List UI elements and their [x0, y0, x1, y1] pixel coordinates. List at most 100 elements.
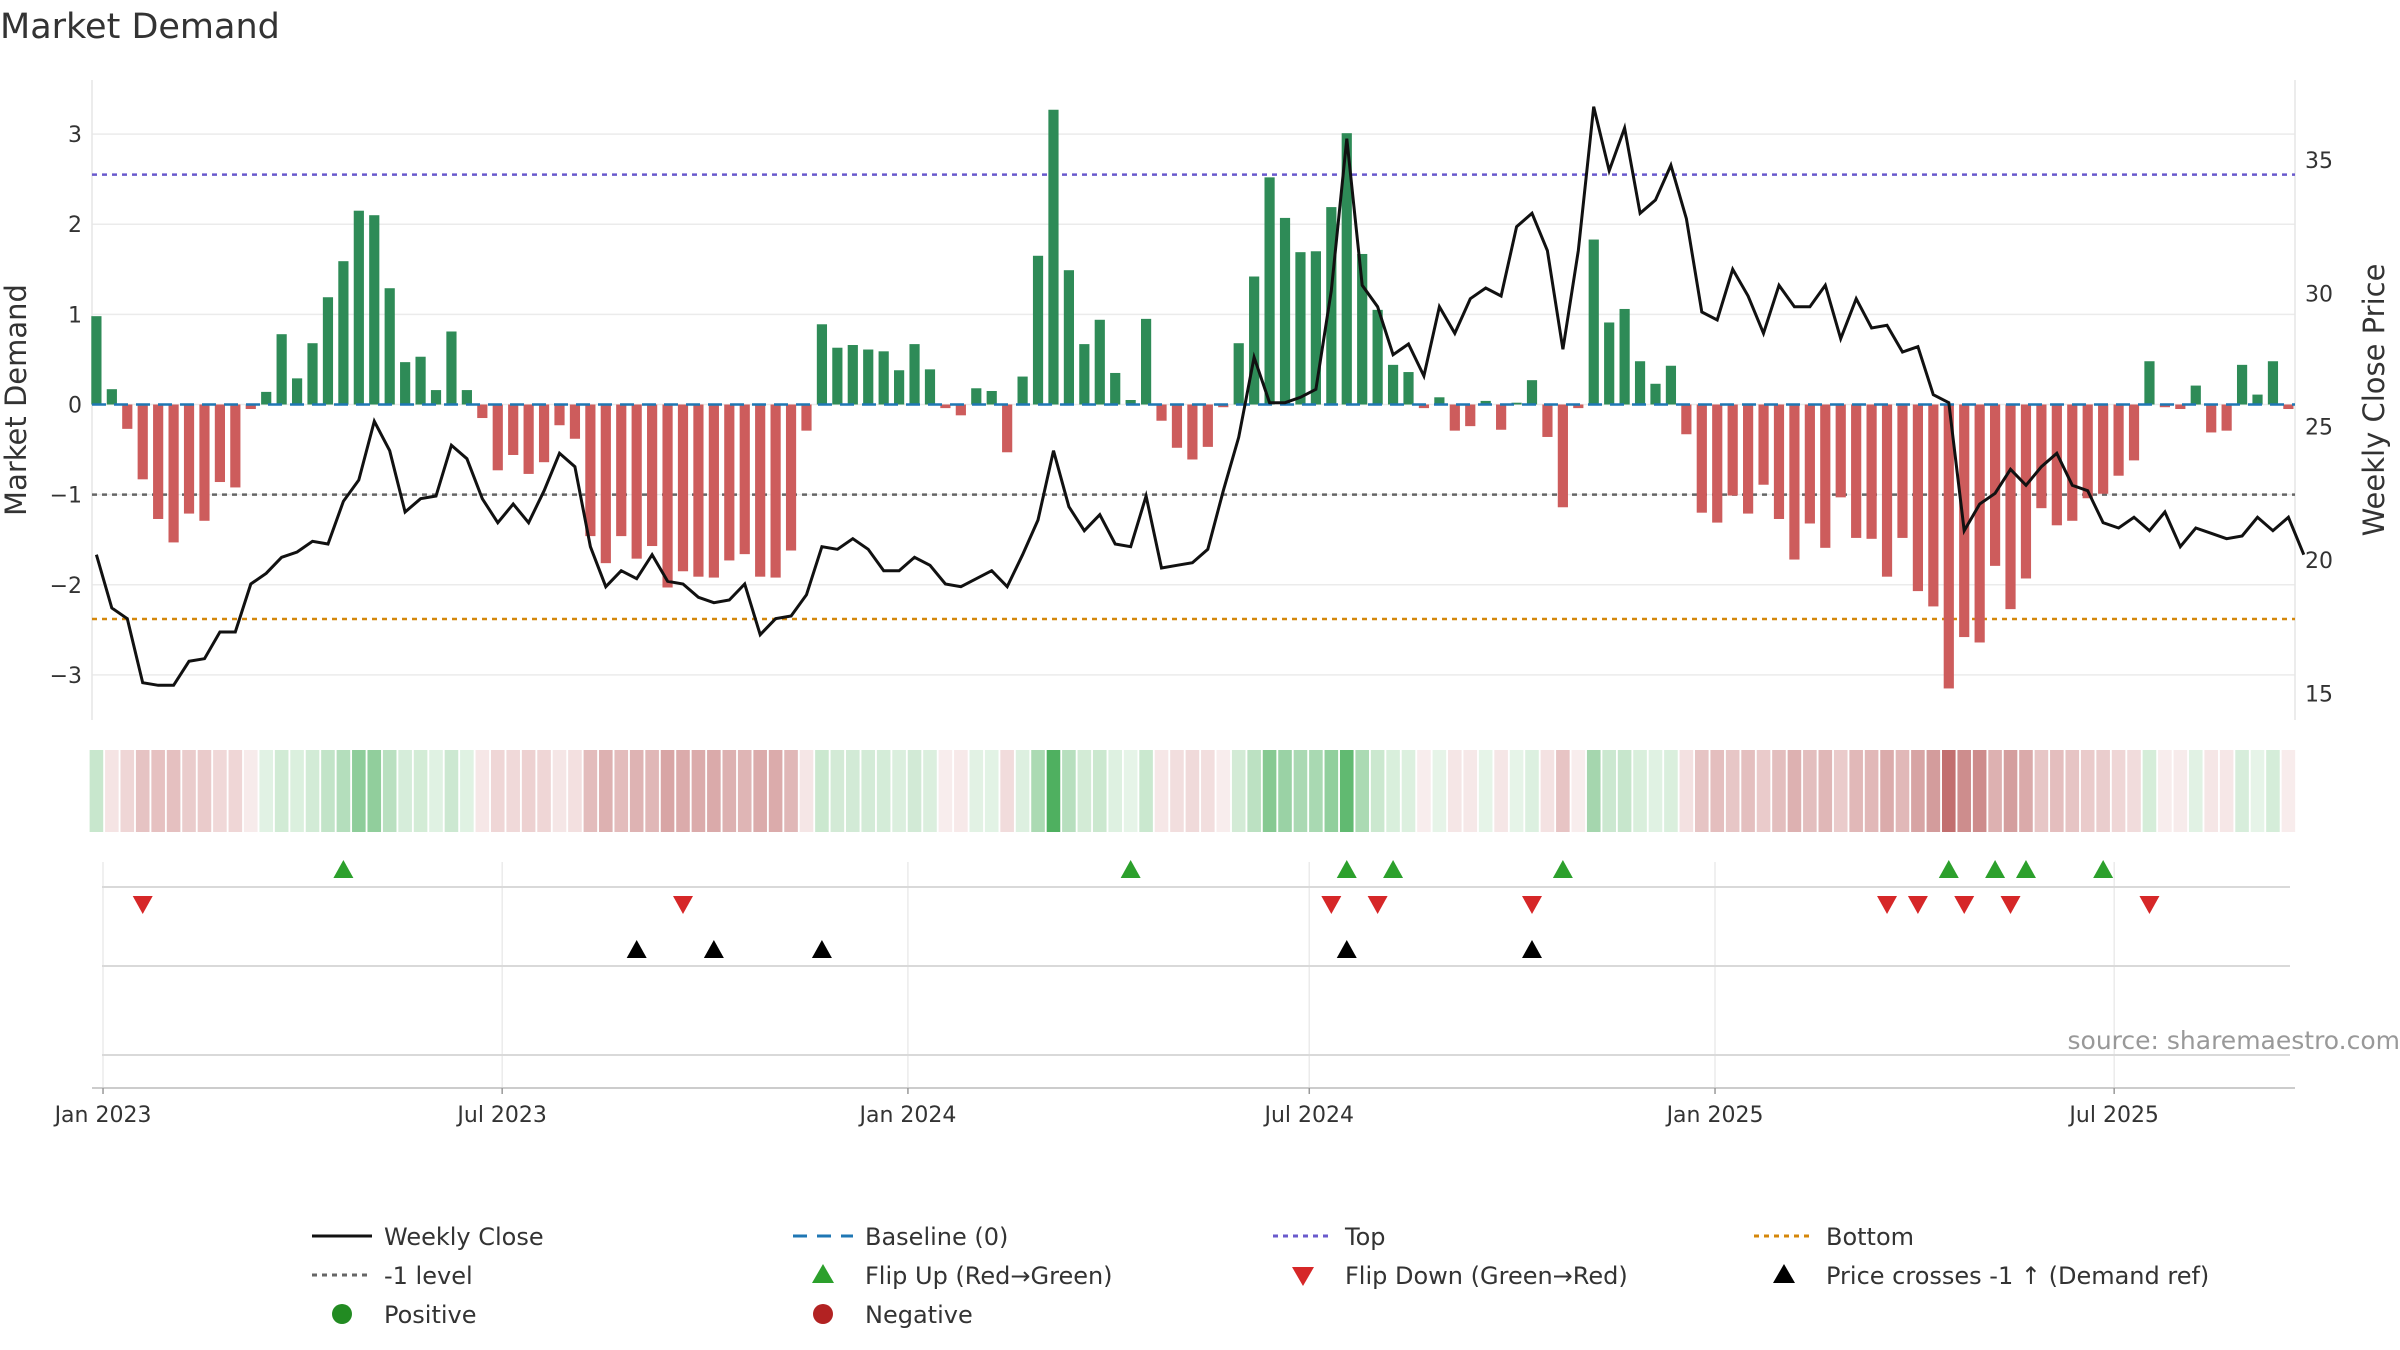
positive-bar	[894, 370, 905, 405]
negative-bar	[1449, 404, 1460, 431]
strip-cell	[382, 750, 397, 832]
flip-up-marker	[333, 860, 354, 878]
strip-cell	[1972, 750, 1987, 832]
negative-bar	[1712, 404, 1723, 523]
negative-bar	[1989, 404, 2001, 566]
strip-cell	[352, 750, 366, 832]
strip-cell	[691, 750, 706, 832]
strip-cell	[1216, 750, 1231, 832]
positive-bar	[863, 349, 874, 405]
strip-cell	[521, 750, 536, 832]
strip-cell	[1185, 750, 1200, 832]
positive-bar	[1310, 251, 1321, 405]
strip-cell	[2142, 750, 2157, 832]
negative-bar	[1835, 404, 1846, 498]
strip-cell	[2188, 750, 2203, 832]
negative-bar	[1773, 404, 1785, 519]
strip-cell	[1602, 750, 1616, 832]
strip-cell	[1278, 750, 1292, 832]
negative-bar	[523, 404, 534, 474]
strip-cell	[398, 750, 412, 832]
positive-bar	[1125, 400, 1136, 405]
price-cross-marker	[811, 940, 832, 958]
strip-cell	[1679, 750, 1694, 832]
positive-bar	[878, 351, 889, 405]
strip-cell	[506, 750, 520, 832]
positive-bar	[1094, 319, 1105, 405]
negative-bar	[2005, 404, 2016, 610]
negative-bar	[2098, 404, 2109, 494]
strip-cell	[2034, 750, 2049, 832]
legend-swatch-price-cross	[1773, 1264, 1795, 1283]
strip-cell	[1756, 750, 1771, 832]
left-tick-label: 0	[68, 394, 82, 419]
right-tick-label: 25	[2305, 416, 2333, 441]
flip-down-marker	[2000, 896, 2021, 914]
strip-cell	[166, 750, 181, 832]
strip-cell	[367, 750, 382, 832]
strip-cell	[2158, 750, 2172, 832]
legend: Weekly Close Baseline (0) Top Bottom -1 leve…	[312, 1223, 2209, 1329]
strip-cell	[645, 750, 659, 832]
negative-bar	[1820, 404, 1831, 548]
positive-bar	[1295, 252, 1306, 405]
negative-bar	[2020, 404, 2032, 579]
negative-bar	[153, 404, 164, 519]
strip-cell	[552, 750, 567, 832]
right-tick-label: 35	[2305, 149, 2333, 174]
strip-cell	[1417, 750, 1431, 832]
negative-bar	[1542, 404, 1553, 437]
positive-bar	[461, 390, 472, 405]
strip-cell	[460, 750, 474, 832]
strip-cell	[799, 750, 814, 832]
negative-bar	[168, 404, 179, 543]
positive-bar	[1032, 255, 1044, 405]
strip-cell	[413, 750, 428, 832]
reference-lines	[92, 173, 2295, 621]
positive-bar	[1264, 177, 1275, 405]
negative-bar	[569, 404, 581, 439]
right-axis-label: Weekly Close Price	[2357, 264, 2391, 537]
strip-cell	[1154, 750, 1169, 832]
strip-cell	[336, 750, 351, 832]
strip-cell	[1941, 750, 1956, 832]
price-cross-marker	[1521, 940, 1542, 958]
positive-bar	[971, 388, 982, 405]
negative-bar	[693, 404, 704, 577]
negative-bar	[492, 404, 503, 471]
legend-swatch-positive	[332, 1304, 352, 1324]
demand-bars	[91, 109, 2294, 689]
strip-cell	[1509, 750, 1524, 832]
strip-cell	[676, 750, 690, 832]
strip-cell	[2204, 750, 2218, 832]
strip-cell	[2250, 750, 2265, 832]
strip-cell	[135, 750, 150, 832]
negative-bar	[755, 404, 766, 577]
positive-bar	[1048, 109, 1059, 405]
strip-cell	[213, 750, 227, 832]
strip-cell	[892, 750, 906, 832]
negative-bar	[1187, 404, 1198, 460]
right-tick-label: 20	[2305, 549, 2333, 574]
flip-up-marker	[1383, 860, 1404, 878]
strip-cell	[2003, 750, 2018, 832]
negative-bar	[2082, 404, 2093, 499]
strip-cell	[2173, 750, 2188, 832]
negative-bar	[1573, 404, 1584, 409]
legend-label-flip-down: Flip Down (Green→Red)	[1345, 1262, 1628, 1290]
negative-bar	[585, 404, 596, 537]
x-tick-label: Jul 2024	[1263, 1103, 1355, 1128]
negative-bar	[2283, 404, 2294, 410]
strip-cell	[876, 750, 891, 832]
strip-cell	[1617, 750, 1632, 832]
negative-bar	[940, 404, 951, 409]
negative-bar	[662, 404, 673, 588]
strip-cell	[105, 750, 119, 832]
strip-cell	[1046, 750, 1061, 832]
strip-cell	[1170, 750, 1184, 832]
strip-cell	[1926, 750, 1941, 832]
strip-cell	[475, 750, 490, 832]
strip-cell	[1556, 750, 1570, 832]
legend-label-price-cross: Price crosses -1 ↑ (Demand ref)	[1826, 1262, 2209, 1290]
negative-bar	[2159, 404, 2170, 408]
